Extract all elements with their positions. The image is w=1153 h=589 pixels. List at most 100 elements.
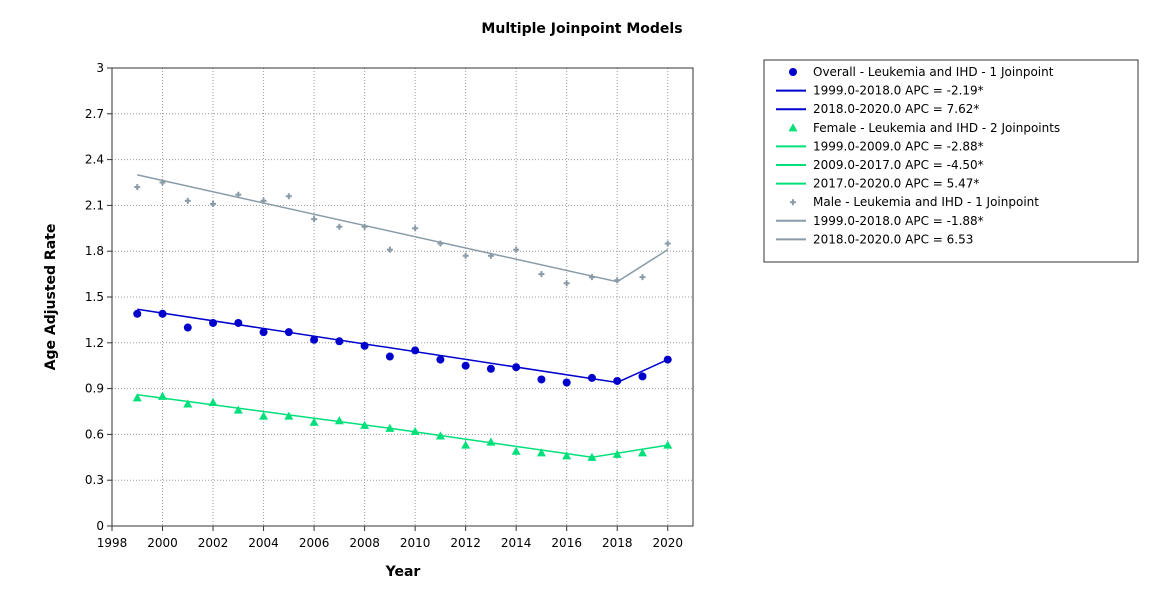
overall-data-point [234,318,243,327]
male-legend-label: Male - Leukemia and IHD - 1 Joinpoint [813,195,1039,209]
overall-segment-label: 2018.0-2020.0 APC = 7.62* [813,102,979,116]
overall-data-point [183,323,192,332]
female-data-point [360,420,370,429]
y-tick-label: 2.1 [85,198,104,212]
female-data-point [233,405,243,414]
overall-data-point [587,373,596,382]
female-data-point [132,393,142,402]
overall-data-point [562,378,571,387]
overall-data-point [638,372,647,381]
female-data-point [208,397,218,406]
overall-data-point [486,364,495,373]
overall-data-point [613,376,622,385]
female-data-point [562,451,572,460]
overall-segment-label: 1999.0-2018.0 APC = -2.19* [813,84,984,98]
male-data-point [235,191,242,198]
male-data-point [639,274,646,281]
overall-fit-line [137,308,669,384]
x-tick-label: 2016 [551,536,582,550]
overall-data-point [259,328,268,337]
x-tick-label: 2008 [349,536,380,550]
y-tick-label: 0.6 [85,427,104,441]
x-tick-label: 2010 [400,536,431,550]
male-data-point [386,246,393,253]
female-segment-label: 1999.0-2009.0 APC = -2.88* [813,139,984,153]
overall-data-point [158,309,167,318]
female-data-point [385,423,395,432]
female-data-point [587,452,597,461]
y-tick-label: 3 [96,61,104,75]
x-tick-label: 2020 [652,536,683,550]
female-segment-label: 2017.0-2020.0 APC = 5.47* [813,177,979,191]
overall-data-point [663,355,672,364]
x-tick-label: 2000 [147,536,178,550]
female-fit-line [137,393,668,459]
plot-area [111,67,694,527]
y-tick-label: 0.3 [85,473,104,487]
overall-data-point [537,375,546,384]
overall-data-point [360,341,369,350]
female-data-point [183,399,193,408]
overall-data-point [284,328,293,337]
male-data-point [311,216,318,223]
x-tick-label: 2006 [299,536,330,550]
y-tick-label: 1.8 [85,244,104,258]
overall-data-point [512,363,521,372]
female-data-point [637,448,647,457]
overall-data-point [461,361,470,370]
legend: Overall - Leukemia and IHD - 1 Joinpoint… [763,59,1139,263]
overall-data-point [436,355,445,364]
y-axis-title: Age Adjusted Rate [43,224,59,371]
female-data-point [309,417,319,426]
legend-box [763,59,1139,263]
male-legend-marker [790,199,796,206]
female-data-point [663,440,673,449]
axis-ticks: 1998 2000 2002 2004 2006 2008 2010 2012 2014 2016… [85,61,683,550]
x-tick-label: 2018 [602,536,633,550]
y-tick-label: 1.5 [85,290,104,304]
x-tick-label: 2002 [198,536,229,550]
overall-data-point [335,337,344,346]
x-tick-label: 1998 [97,536,128,550]
male-data-point [513,246,520,253]
male-data-point [159,179,166,186]
y-tick-label: 2.7 [85,107,104,121]
overall-data-point [310,335,319,344]
x-tick-label: 2012 [450,536,481,550]
x-tick-label: 2004 [248,536,279,550]
female-segment-label: 2009.0-2017.0 APC = -4.50* [813,158,984,172]
female-data-point [284,411,294,420]
male-data-point [664,240,671,247]
female-legend-label: Female - Leukemia and IHD - 2 Joinpoints [813,121,1060,135]
female-data-point [461,440,471,449]
overall-data-point [209,318,218,327]
female-data-point [511,446,521,455]
male-data-point [361,223,368,230]
female-data-point [536,448,546,457]
male-data-point [437,240,444,247]
male-data-point [184,197,191,204]
overall-legend-marker [789,68,797,76]
male-data-point [285,193,292,200]
male-data-point [614,277,621,284]
overall-data-point [385,352,394,361]
male-data-point [336,223,343,230]
male-data-point [412,225,419,232]
male-fit-line [137,174,669,283]
y-tick-label: 0.9 [85,382,104,396]
male-segment-label: 2018.0-2020.0 APC = 6.53 [813,232,973,246]
male-data-point [563,280,570,287]
y-tick-label: 0 [96,519,104,533]
chart-title: Multiple Joinpoint Models [481,21,682,37]
overall-legend-label: Overall - Leukemia and IHD - 1 Joinpoint [813,65,1054,79]
female-data-point [486,437,496,446]
data-markers [132,179,673,461]
male-data-point [210,200,217,207]
female-data-point [435,431,445,440]
overall-data-point [133,309,142,318]
x-axis-title: Year [385,564,421,580]
x-tick-label: 2014 [501,536,532,550]
overall-data-point [411,346,420,355]
fit-lines [137,174,669,459]
